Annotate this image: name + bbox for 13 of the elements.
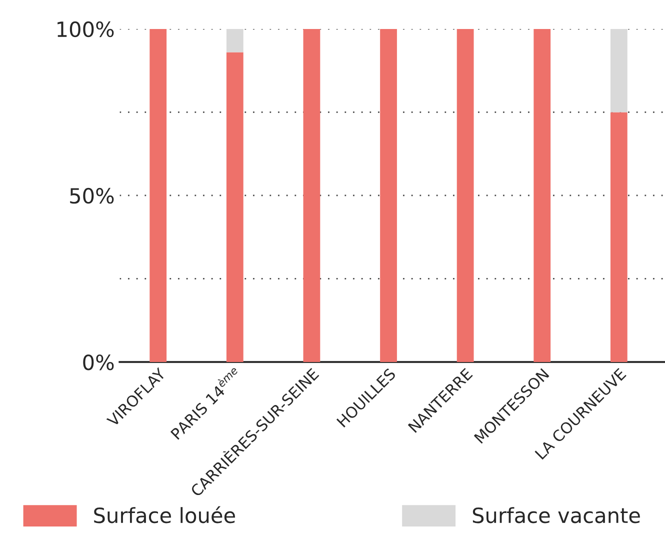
bar bbox=[150, 28, 167, 362]
legend-label: Surface vacante bbox=[472, 507, 640, 524]
bar bbox=[610, 112, 628, 362]
bar bbox=[380, 28, 397, 362]
bar bbox=[534, 28, 551, 362]
legend-label: Surface louée bbox=[94, 506, 235, 524]
bar bbox=[303, 28, 320, 362]
bar bbox=[226, 52, 244, 362]
bar bbox=[226, 28, 244, 52]
bar bbox=[610, 28, 628, 112]
y-tick-label: 50% bbox=[70, 188, 114, 204]
bar bbox=[456, 28, 474, 362]
y-tick-label: 100% bbox=[58, 21, 114, 38]
